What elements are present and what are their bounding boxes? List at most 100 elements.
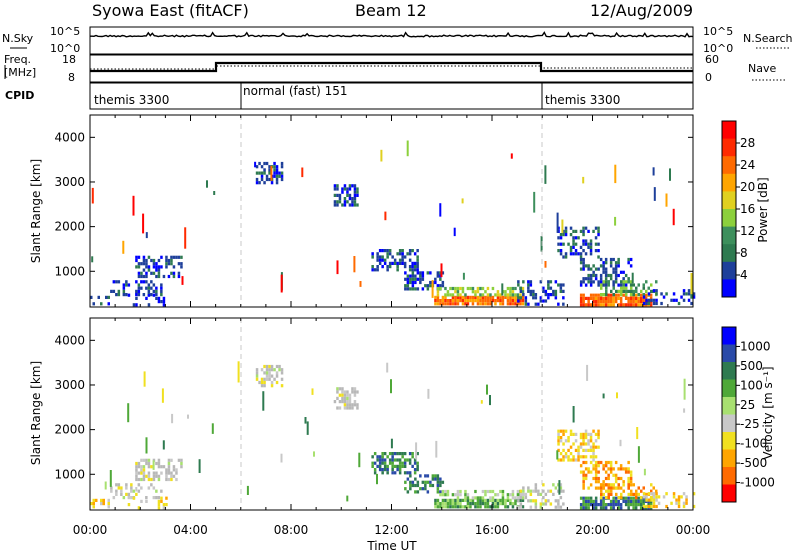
data-cell xyxy=(607,283,610,287)
data-cell xyxy=(157,503,161,507)
data-cell xyxy=(499,489,502,494)
data-cell xyxy=(617,264,620,268)
data-cell xyxy=(625,293,628,297)
data-cell xyxy=(157,274,161,279)
data-cell xyxy=(619,476,623,481)
data-cell xyxy=(665,492,668,496)
data-cell xyxy=(376,268,379,272)
data-cell xyxy=(265,374,269,378)
data-cell xyxy=(414,280,417,285)
data-cell xyxy=(574,448,578,452)
data-cell xyxy=(554,486,558,490)
data-cell xyxy=(567,458,570,462)
data-cell xyxy=(650,498,653,502)
data-cell xyxy=(597,464,600,468)
data-cell xyxy=(632,296,635,300)
data-cell xyxy=(499,293,502,297)
data-cell xyxy=(336,193,339,197)
colorbar-swatch xyxy=(722,209,736,228)
data-cell xyxy=(268,168,271,172)
data-cell xyxy=(562,502,565,506)
data-cell xyxy=(147,303,151,307)
data-cell xyxy=(634,499,638,503)
data-cell xyxy=(660,292,663,296)
data-cell xyxy=(592,442,595,446)
data-cell xyxy=(534,302,538,306)
data-cell xyxy=(675,498,678,502)
data-cell xyxy=(665,292,668,296)
data-streak xyxy=(127,403,130,423)
x-tick-label: 00:00 xyxy=(73,523,108,537)
data-cell xyxy=(461,295,465,299)
data-cell xyxy=(627,483,630,487)
data-cell xyxy=(594,486,598,490)
data-cell xyxy=(604,460,608,465)
data-cell xyxy=(542,502,545,506)
data-streak xyxy=(427,388,430,399)
data-cell xyxy=(403,471,407,475)
data-cell xyxy=(411,480,415,484)
data-cell xyxy=(604,464,608,468)
data-streak xyxy=(171,413,174,424)
data-cell xyxy=(544,499,548,503)
data-cell xyxy=(353,197,357,201)
data-cell xyxy=(258,380,261,385)
power-y-axis-label: Slant Range [km] xyxy=(29,159,43,263)
data-cell xyxy=(117,483,121,487)
data-cell xyxy=(622,303,625,307)
data-cell xyxy=(652,298,656,302)
data-cell xyxy=(419,487,422,491)
data-cell xyxy=(426,287,430,291)
data-cell xyxy=(150,483,153,487)
data-cell xyxy=(278,368,281,372)
data-cell xyxy=(584,436,588,440)
data-cell xyxy=(527,302,530,306)
data-cell xyxy=(353,393,357,397)
data-cell xyxy=(346,190,349,194)
data-cell xyxy=(537,489,540,493)
data-cell xyxy=(381,471,384,475)
data-cell xyxy=(517,299,520,303)
data-cell xyxy=(687,292,691,296)
data-streak xyxy=(122,240,125,254)
data-cell xyxy=(629,503,633,507)
data-cell xyxy=(584,460,588,465)
data-cell xyxy=(346,390,349,394)
data-cell xyxy=(582,267,585,271)
colorbar-swatch xyxy=(722,121,736,140)
freq-unit-label: [MHz] xyxy=(4,66,36,79)
data-cell xyxy=(655,498,658,502)
data-cell xyxy=(167,458,171,462)
data-cell xyxy=(615,486,618,490)
data-cell xyxy=(627,296,630,300)
data-cell xyxy=(456,502,460,506)
data-cell xyxy=(436,498,440,502)
data-cell xyxy=(474,505,477,509)
data-cell xyxy=(547,296,550,300)
data-cell xyxy=(393,471,397,475)
data-cell xyxy=(690,301,693,306)
data-cell xyxy=(504,498,507,502)
data-cell xyxy=(441,295,445,299)
data-streak xyxy=(390,438,393,449)
data-cell xyxy=(411,268,414,272)
data-cell xyxy=(589,296,593,300)
data-cell xyxy=(559,429,563,433)
data-cell xyxy=(652,501,656,505)
data-cell xyxy=(557,429,560,433)
data-streak xyxy=(510,153,513,159)
data-cell xyxy=(627,499,630,503)
data-cell xyxy=(655,280,658,284)
data-cell xyxy=(140,286,143,290)
data-cell xyxy=(519,302,522,306)
data-cell xyxy=(122,293,126,297)
data-cell xyxy=(90,295,93,299)
data-cell xyxy=(270,181,274,185)
data-cell xyxy=(479,498,482,502)
data-cell xyxy=(263,377,266,381)
data-cell xyxy=(499,302,502,306)
data-cell xyxy=(341,390,344,394)
data-cell xyxy=(612,473,615,477)
data-cell xyxy=(582,480,585,484)
data-cell xyxy=(587,439,590,443)
